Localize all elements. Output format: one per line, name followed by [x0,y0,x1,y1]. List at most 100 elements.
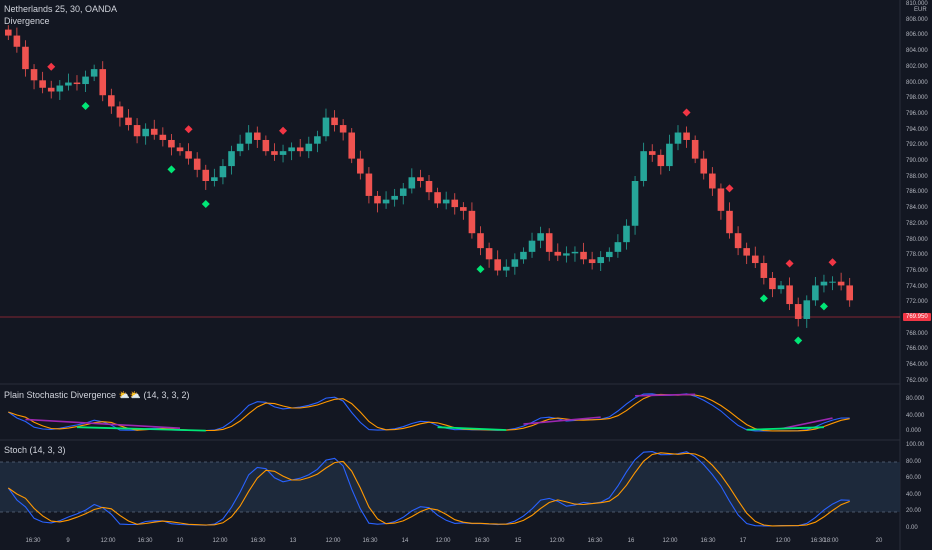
candle-body [125,117,132,126]
candle-body [545,233,553,252]
candle-body [271,151,278,155]
stoch-axis-label: 80.00 [906,458,922,465]
candle-body [22,46,29,70]
candle-body [666,143,673,167]
candle-body [734,233,742,249]
price-axis-label: 776.000 [906,267,928,274]
indicator-name[interactable]: Divergence [4,16,50,26]
stoch-title[interactable]: Stoch (14, 3, 3) [4,445,66,455]
candle-body [606,251,613,258]
candle-body [382,199,390,204]
candle-body [580,251,587,260]
candle-body [185,151,192,159]
time-axis-label: 16:30 [587,538,603,544]
candle-body [588,259,596,264]
candle-body [460,207,467,211]
candle-body [571,251,579,254]
current-price-tag: 769.950 [903,313,931,321]
candle-body [150,128,158,135]
price-axis-label: 780.000 [906,236,928,243]
price-axis-label: 808.000 [906,16,928,23]
price-axis-label: 806.000 [906,32,928,39]
time-axis-label: 12:00 [775,538,791,544]
candle-body [623,225,630,243]
candle-body [288,147,295,152]
candle-body [47,87,55,92]
candle-body [262,139,270,152]
candle-body [253,132,261,140]
candle-body [159,134,167,140]
sell-divergence-marker [47,62,56,71]
candle-body [168,139,175,148]
sell-divergence-marker [682,108,691,117]
candle-body [597,257,605,264]
candle-body [417,177,424,181]
candle-body [803,300,811,319]
candle-body [408,177,416,189]
price-axis-label: 798.000 [906,95,928,102]
time-axis-label: 12:00 [100,538,116,544]
stoch-axis-label: 20.00 [906,508,922,515]
candle-body [219,166,227,178]
buy-divergence-marker [794,336,803,345]
buy-divergence-marker [81,101,90,110]
candle-body [211,177,218,181]
candle-body [468,210,476,234]
currency-label: EUR [914,7,927,13]
buy-divergence-marker [759,294,768,303]
time-axis-label: 16:30 [250,538,266,544]
candle-body [709,173,716,189]
price-axis-label: 782.000 [906,220,928,227]
candle-body [357,158,364,174]
stoch-band [0,462,900,512]
candle-body [528,240,536,252]
price-axis-label: 796.000 [906,110,928,117]
buy-divergence-marker [167,165,176,174]
time-axis-label: 16:30 [810,538,826,544]
candle-body [245,132,252,144]
price-axis-label: 804.000 [906,48,928,55]
candle-body [176,147,184,152]
div-axis-label: 40.000 [906,413,925,419]
stoch-k-line [7,451,850,527]
price-axis-label: 810.000 [906,1,928,7]
bearish-divergence-line [523,416,601,425]
price-axis-label: 774.000 [906,283,928,290]
price-axis-label: 802.000 [906,63,928,70]
candle-body [90,69,98,77]
candle-body [30,69,38,81]
candle-body [477,233,484,249]
candle-body [485,248,493,260]
candle-body [13,35,21,47]
candle-body [228,151,235,167]
price-axis-label: 772.000 [906,299,928,306]
candle-body [434,192,441,204]
candle-body [751,255,759,264]
price-axis-label: 786.000 [906,189,928,196]
candle-body [116,106,124,118]
candle-body [314,136,321,144]
time-axis-label: 16:30 [137,538,153,544]
candle-body [193,158,201,170]
candle-body [374,195,381,204]
time-axis-label: 16:30 [700,538,716,544]
buy-divergence-marker [476,265,485,274]
candle-body [614,242,622,252]
time-axis-label: 12:00 [435,538,451,544]
candle-body [82,76,89,85]
symbol-title[interactable]: Netherlands 25, 30, OANDA [4,4,118,14]
buy-divergence-marker [201,199,210,208]
candle-body [202,169,210,181]
stoch-axis-label: 100.00 [906,442,925,448]
buy-divergence-marker [819,302,828,311]
bearish-divergence-line [25,418,181,430]
stoch-axis-label: 60.00 [906,475,922,482]
stoch-divergence-title[interactable]: Plain Stochastic Divergence ⛅⛅ (14, 3, 3… [4,390,190,400]
candle-body [674,132,682,144]
price-axis-label: 766.000 [906,346,928,353]
candle-body [726,210,733,234]
time-axis-label: 12:00 [662,538,678,544]
candle-body [829,281,836,283]
candle-body [554,251,562,256]
